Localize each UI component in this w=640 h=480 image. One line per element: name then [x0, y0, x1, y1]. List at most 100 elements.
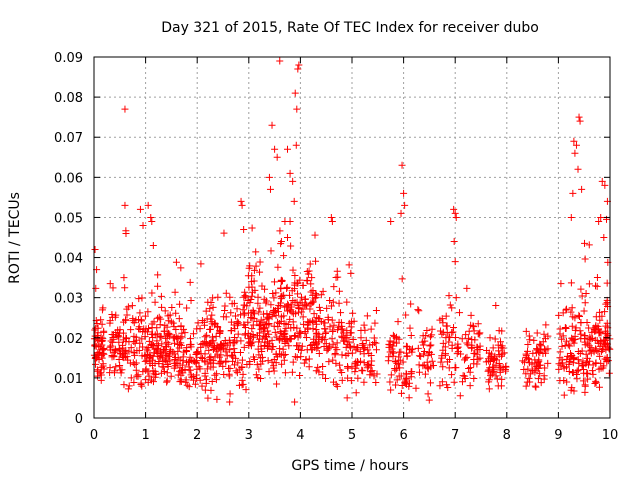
data-point — [261, 285, 269, 293]
data-point — [402, 380, 410, 388]
data-point — [602, 346, 610, 354]
data-point — [257, 360, 265, 368]
data-point — [176, 378, 184, 386]
x-tick-label: 0 — [90, 428, 98, 443]
data-point — [284, 145, 291, 153]
data-point — [221, 337, 229, 345]
data-point — [184, 358, 192, 366]
data-point — [286, 315, 294, 323]
data-point — [207, 298, 215, 306]
data-point — [260, 310, 268, 318]
data-point — [170, 323, 178, 331]
data-point — [280, 356, 288, 364]
data-point — [148, 361, 156, 369]
data-point — [528, 366, 536, 374]
data-point — [473, 360, 481, 368]
data-point — [596, 352, 604, 360]
data-point — [595, 383, 603, 391]
data-point — [279, 345, 287, 353]
data-point — [173, 335, 181, 343]
data-point — [415, 352, 423, 360]
data-point — [424, 390, 432, 398]
data-point — [109, 335, 117, 343]
data-point — [387, 217, 395, 225]
data-point — [394, 318, 402, 326]
data-point — [498, 375, 506, 383]
data-point — [248, 224, 256, 232]
data-point — [392, 358, 400, 366]
data-point — [324, 345, 332, 353]
data-point — [301, 329, 309, 337]
data-point — [97, 316, 105, 324]
data-point — [303, 302, 311, 310]
data-point — [257, 354, 265, 362]
data-point — [319, 333, 327, 341]
data-point — [563, 378, 571, 386]
x-tick-label: 5 — [348, 428, 356, 443]
data-point — [278, 277, 286, 285]
data-point — [235, 381, 243, 389]
data-point — [597, 213, 605, 221]
data-point — [344, 363, 352, 371]
data-point — [559, 332, 567, 340]
data-point — [226, 390, 234, 398]
data-point — [589, 370, 597, 378]
data-point — [234, 321, 242, 329]
data-point — [211, 320, 219, 328]
data-point — [604, 357, 612, 365]
data-point — [443, 358, 451, 366]
data-point — [568, 322, 576, 330]
data-point — [564, 341, 572, 349]
data-point — [206, 326, 214, 334]
y-axis-label: ROTI / TECUs — [7, 192, 23, 284]
data-point — [99, 335, 107, 343]
data-point — [414, 306, 422, 314]
data-point — [491, 335, 499, 343]
data-point — [324, 316, 332, 324]
data-point — [424, 364, 432, 372]
data-point — [177, 322, 185, 330]
data-point — [305, 267, 313, 275]
data-point — [313, 320, 321, 328]
data-point — [562, 324, 570, 332]
data-point — [127, 326, 135, 334]
data-point — [294, 333, 302, 341]
data-point — [347, 377, 355, 385]
data-point — [358, 366, 366, 374]
data-point — [205, 346, 213, 354]
data-point — [582, 358, 590, 366]
data-point — [207, 315, 215, 323]
data-point — [351, 368, 359, 376]
data-point — [470, 349, 478, 357]
data-point — [256, 321, 264, 329]
data-point — [464, 341, 472, 349]
data-point — [193, 349, 201, 357]
data-point — [426, 379, 434, 387]
data-point — [91, 360, 99, 368]
data-point — [204, 360, 212, 368]
data-point — [555, 365, 563, 373]
data-point — [222, 358, 230, 366]
data-point — [399, 358, 407, 366]
data-point — [560, 363, 568, 371]
data-point — [212, 376, 220, 384]
data-point — [363, 364, 371, 372]
data-point — [417, 352, 425, 360]
data-point — [332, 273, 340, 281]
data-point — [261, 333, 269, 341]
data-point — [291, 398, 299, 406]
data-point — [216, 341, 224, 349]
data-point — [193, 374, 201, 382]
data-point — [240, 343, 248, 351]
x-tick-label: 10 — [602, 428, 619, 443]
data-point — [588, 328, 596, 336]
data-point — [350, 343, 358, 351]
data-point — [578, 292, 586, 300]
data-point — [274, 308, 282, 316]
data-point — [321, 325, 329, 333]
data-point — [179, 353, 187, 361]
data-point — [456, 309, 464, 317]
x-tick-label: 7 — [451, 428, 459, 443]
data-point — [227, 327, 235, 335]
data-point — [370, 372, 378, 380]
